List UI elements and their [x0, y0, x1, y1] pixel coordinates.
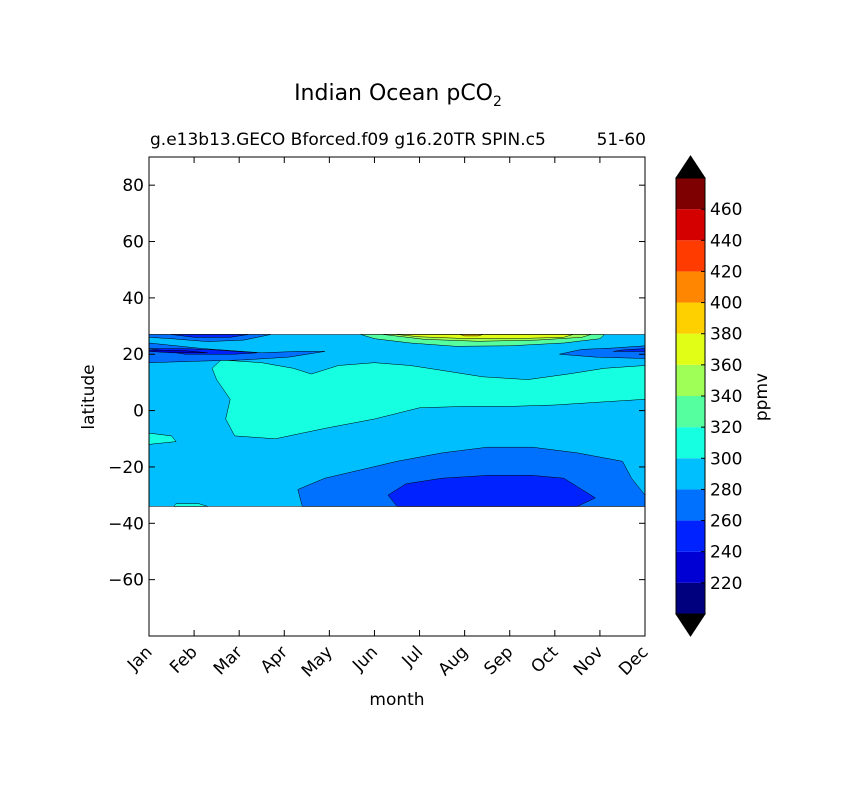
colorbar-extend-min [675, 613, 706, 637]
y-tick-label: 80 [122, 176, 144, 196]
colorbar-segment [676, 178, 705, 210]
x-tick-label: Jun [348, 642, 382, 676]
colorbar-extend-max [675, 155, 706, 179]
colorbar-tick-label: 220 [710, 574, 742, 594]
contour-region-240 [149, 348, 258, 355]
y-axis-label: latitude [79, 364, 99, 429]
x-tick-label: Feb [166, 642, 201, 677]
x-tick-label: Apr [257, 642, 292, 677]
colorbar-tick-label: 260 [710, 512, 742, 532]
colorbar-tick-label: 360 [710, 356, 742, 376]
colorbar-tick-label: 300 [710, 449, 742, 469]
colorbar-tick-label: 280 [710, 480, 742, 500]
x-axis-label: month [369, 690, 424, 710]
colorbar-tick-label: 240 [710, 543, 742, 563]
y-tick-label: 40 [122, 289, 144, 309]
x-tick-label: Jan [123, 642, 156, 675]
contour-region-240 [171, 334, 249, 338]
colorbar-segment [676, 302, 705, 334]
colorbar-segment [676, 209, 705, 241]
colorbar-tick-label: 340 [710, 387, 742, 407]
x-tick-label: Sep [480, 642, 517, 679]
colorbar-tick-label: 440 [710, 231, 742, 251]
contour-region-240 [387, 475, 596, 507]
chart-subtitle-left: g.e13b13.GECO Bforced.f09 g16.20TR SPIN.… [150, 130, 546, 150]
contour-fill-layer [149, 334, 645, 507]
contour-region-260 [559, 345, 645, 359]
colorbar-tick-label: 400 [710, 294, 742, 314]
colorbar-segment [676, 427, 705, 459]
colorbar-segment [676, 240, 705, 272]
x-tick-label: Oct [527, 642, 562, 677]
chart-subtitle-right: 51-60 [597, 130, 646, 150]
colorbar-segment [676, 333, 705, 365]
colorbar-segment [676, 582, 705, 614]
y-tick-label: 0 [133, 402, 144, 422]
contour-region-240 [613, 348, 645, 352]
colorbar-tick-label: 420 [710, 262, 742, 282]
contour-region-300 [149, 432, 177, 445]
contour-region-220 [149, 349, 208, 354]
contour-region-380 [460, 334, 483, 337]
colorbar-segment [676, 396, 705, 428]
y-axis-ticks: 80 60 40 20 0 −20 −40 −60 [108, 176, 645, 591]
contour-region-300 [211, 359, 645, 440]
contour-region-260 [149, 334, 271, 342]
colorbar-segment [676, 489, 705, 521]
y-tick-label: −40 [108, 514, 144, 534]
colorbar-segment [676, 271, 705, 303]
x-tick-label: Nov [570, 642, 608, 680]
x-tick-label: May [298, 642, 337, 681]
y-tick-label: −60 [108, 571, 144, 591]
contour-region-300 [173, 503, 208, 507]
y-tick-label: 60 [122, 233, 144, 253]
x-tick-label: Dec [615, 642, 652, 679]
colorbar-tick-label: 320 [710, 418, 742, 438]
chart-title: Indian Ocean pCO2 [294, 81, 502, 110]
y-tick-label: −20 [108, 458, 144, 478]
x-tick-label: Mar [210, 642, 247, 679]
contour-region-360 [396, 334, 573, 339]
colorbar-segment [676, 364, 705, 396]
colorbar: 220 240 260 280 300 320 340 360 380 400 420 440 460 [675, 155, 742, 637]
plot-frame [148, 156, 646, 637]
colorbar-tick-label: 380 [710, 325, 742, 345]
x-tick-label: Jul [398, 642, 427, 671]
colorbar-label: ppmv [752, 373, 772, 421]
colorbar-tick-label: 460 [710, 200, 742, 220]
colorbar-segment [676, 551, 705, 583]
y-tick-label: 20 [122, 345, 144, 365]
x-tick-label: Aug [435, 642, 473, 680]
colorbar-segment [676, 520, 705, 552]
colorbar-segment [676, 458, 705, 490]
